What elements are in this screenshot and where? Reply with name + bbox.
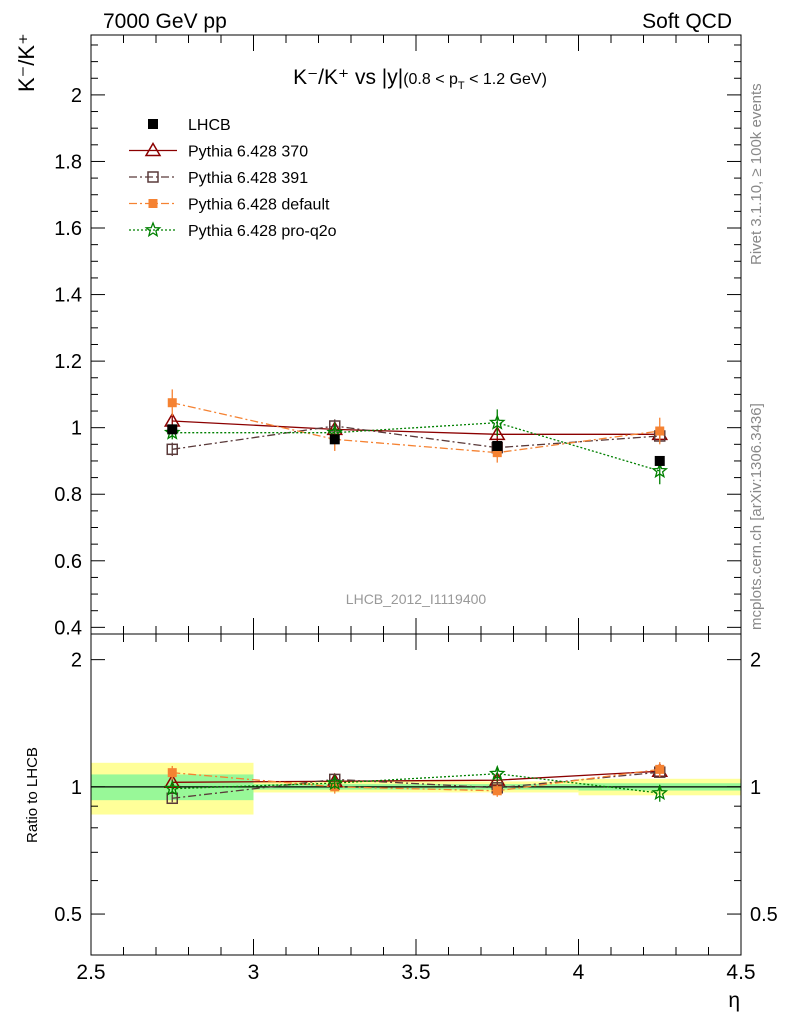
y-tick-label: 1.8 xyxy=(54,151,82,173)
y-axis-label: K⁻/K⁺ xyxy=(14,33,39,92)
data-point xyxy=(488,413,506,430)
series-line xyxy=(172,420,660,435)
analysis-watermark: LHCB_2012_I1119400 xyxy=(346,591,487,607)
y-tick-label: 1.2 xyxy=(54,351,82,373)
ratio-tick-label-right: 1 xyxy=(750,777,761,799)
chart-title: K⁻/K⁺ vs |y|(0.8 < pT < 1.2 GeV) xyxy=(293,66,547,92)
ratio-point xyxy=(326,774,344,791)
series-pythia-6-428-pro-q2o xyxy=(163,409,669,802)
data-point xyxy=(492,448,502,458)
y-tick-label: 1.6 xyxy=(54,218,82,240)
legend-label: Pythia 6.428 391 xyxy=(188,170,308,187)
legend-entry: Pythia 6.428 pro-q2o xyxy=(129,221,337,240)
data-point xyxy=(163,423,181,440)
x-tick-label: 3 xyxy=(248,961,260,984)
ratio-tick-label: 1 xyxy=(71,777,82,799)
data-point xyxy=(167,398,177,408)
data-point xyxy=(492,440,503,451)
ratio-tick-label-right: 2 xyxy=(750,650,761,672)
legend: LHCB Pythia 6.428 370 Pythia 6.428 391 Pyth… xyxy=(129,117,337,240)
y-tick-label: 0.4 xyxy=(54,617,82,639)
ratio-tick-label-right: 0.5 xyxy=(750,904,778,926)
legend-marker xyxy=(148,199,158,208)
y-tick-label: 1 xyxy=(71,418,82,440)
data-point xyxy=(488,425,506,441)
ratio-point xyxy=(163,779,181,796)
data-point xyxy=(329,434,340,445)
legend-label: Pythia 6.428 370 xyxy=(188,144,308,161)
series-line xyxy=(172,422,660,472)
y-tick-label: 0.6 xyxy=(54,551,82,573)
series-line xyxy=(172,425,660,450)
series-pythia-6-428-391 xyxy=(166,419,666,805)
legend-label: LHCB xyxy=(188,117,231,134)
ratio-tick-label: 2 xyxy=(71,650,82,672)
series-ratio-line xyxy=(172,768,660,792)
mcplots-label: mcplots.cern.ch [arXiv:1306.3436] xyxy=(748,403,765,630)
series-line xyxy=(172,402,660,454)
legend-marker xyxy=(147,171,159,183)
ratio-point xyxy=(488,764,506,781)
data-point xyxy=(166,443,178,456)
y-tick-label: 1.4 xyxy=(54,285,82,307)
rivet-label: Rivet 3.1.10, ≥ 100k events xyxy=(748,83,765,265)
ratio-point xyxy=(166,792,178,805)
data-point xyxy=(655,426,665,436)
legend-marker xyxy=(144,221,162,238)
ratio-point xyxy=(651,784,669,801)
series-lhcb xyxy=(167,424,665,466)
legend-marker xyxy=(144,142,162,157)
x-axis-label: η xyxy=(728,989,740,1012)
legend-entry: Pythia 6.428 default xyxy=(129,197,330,214)
legend-entry: Pythia 6.428 391 xyxy=(129,170,308,187)
x-tick-label: 4.5 xyxy=(726,961,755,984)
y-tick-label: 2 xyxy=(71,85,82,107)
legend-marker xyxy=(148,119,158,129)
x-tick-label: 2.5 xyxy=(76,961,105,984)
x-tick-label: 4 xyxy=(573,961,585,984)
legend-entry: LHCB xyxy=(148,117,231,134)
legend-label: Pythia 6.428 default xyxy=(188,197,330,214)
legend-label: Pythia 6.428 pro-q2o xyxy=(188,223,337,240)
ratio-tick-label: 0.5 xyxy=(54,904,82,926)
data-point xyxy=(167,424,178,435)
x-tick-label: 3.5 xyxy=(401,961,430,984)
series-layer xyxy=(163,389,669,805)
ratio-point xyxy=(655,764,665,774)
y-tick-label: 0.8 xyxy=(54,484,82,506)
series-ratio-line xyxy=(172,770,660,783)
data-point xyxy=(654,455,665,466)
data-point xyxy=(651,462,669,479)
legend-entry: Pythia 6.428 370 xyxy=(129,142,308,161)
header-right: Soft QCD xyxy=(642,10,732,33)
axes: 0.4 0.6 0.8 1 1.2 1.4 1.6 1.8 2 0.5 0.5 1 1 2 2 2.5 3 3.5… xyxy=(54,34,778,984)
ratio-axis-label: Ratio to LHCB xyxy=(24,747,41,843)
series-ratio-line xyxy=(172,773,660,794)
header-left: 7000 GeV pp xyxy=(103,10,227,33)
ratio-point xyxy=(492,786,502,796)
ratio-point xyxy=(167,768,177,778)
